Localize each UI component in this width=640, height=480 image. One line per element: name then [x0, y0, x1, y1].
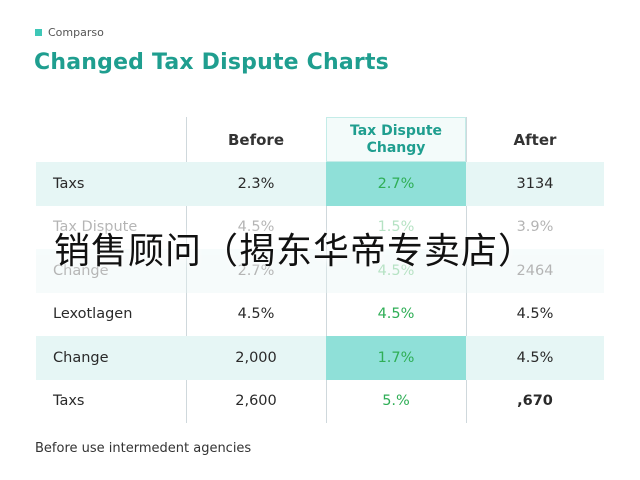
cell-change: 1.7%	[326, 336, 466, 380]
row-label: Tax Dispute	[53, 219, 138, 236]
cell-change: 2.7%	[326, 162, 466, 206]
cell-before: 4.5%	[237, 219, 275, 236]
table-row: Change 2.7% 4.5% 2464	[36, 249, 604, 293]
column-divider	[186, 117, 187, 423]
watermark-overlay-text: 销售顾问（揭东华帝专卖店）	[54, 231, 536, 272]
cell-change: 1.5%	[377, 219, 415, 236]
cell-before: 2.3%	[237, 175, 275, 192]
row-label: Change	[53, 349, 109, 366]
cell-before: 2.7%	[237, 262, 275, 279]
table-row: Taxs 2.3% 2.7% 3134	[36, 162, 604, 206]
tag-square-icon	[35, 29, 42, 36]
comparison-table: Before Tax Dispute Changy After Taxs 2.3…	[36, 117, 604, 423]
column-divider	[326, 117, 327, 423]
page-title: Changed Tax Dispute Charts	[34, 50, 389, 75]
cell-change: 4.5%	[377, 262, 415, 279]
cell-before: 4.5%	[237, 306, 275, 323]
header-change-line1: Tax Dispute	[349, 123, 443, 140]
row-label: Change	[53, 262, 109, 279]
header-cell-empty	[36, 117, 186, 162]
cell-after: 3.9%	[516, 219, 554, 236]
footnote: Before use intermedent agencies	[35, 441, 252, 456]
header-change-line2: Changy	[366, 139, 426, 156]
column-divider	[466, 117, 467, 423]
cell-after: 4.5%	[516, 349, 554, 366]
cell-after: ,670	[517, 393, 553, 410]
row-label: Lexotlagen	[53, 306, 133, 323]
cell-after: 2464	[516, 262, 554, 279]
cell-before: 2,000	[235, 349, 277, 366]
table-header-row: Before Tax Dispute Changy After	[36, 117, 604, 162]
row-label: Taxs	[53, 393, 85, 410]
header-before: Before	[227, 130, 284, 149]
table-row: Change 2,000 1.7% 4.5%	[36, 336, 604, 380]
table-row: Taxs 2,600 5.% ,670	[36, 380, 604, 424]
cell-after: 4.5%	[516, 306, 554, 323]
tag-label: Comparso	[48, 26, 104, 39]
header-after: After	[513, 130, 557, 149]
category-tag: Comparso	[35, 26, 104, 39]
table-row: Lexotlagen 4.5% 4.5% 4.5%	[36, 293, 604, 337]
cell-after: 3134	[516, 175, 554, 192]
cell-before: 2,600	[235, 393, 277, 410]
table-row: Tax Dispute 4.5% 1.5% 3.9%	[36, 206, 604, 250]
cell-change: 5.%	[382, 393, 410, 410]
header-change: Tax Dispute Changy	[326, 117, 466, 162]
row-label: Taxs	[53, 175, 85, 192]
cell-change: 4.5%	[377, 306, 415, 323]
